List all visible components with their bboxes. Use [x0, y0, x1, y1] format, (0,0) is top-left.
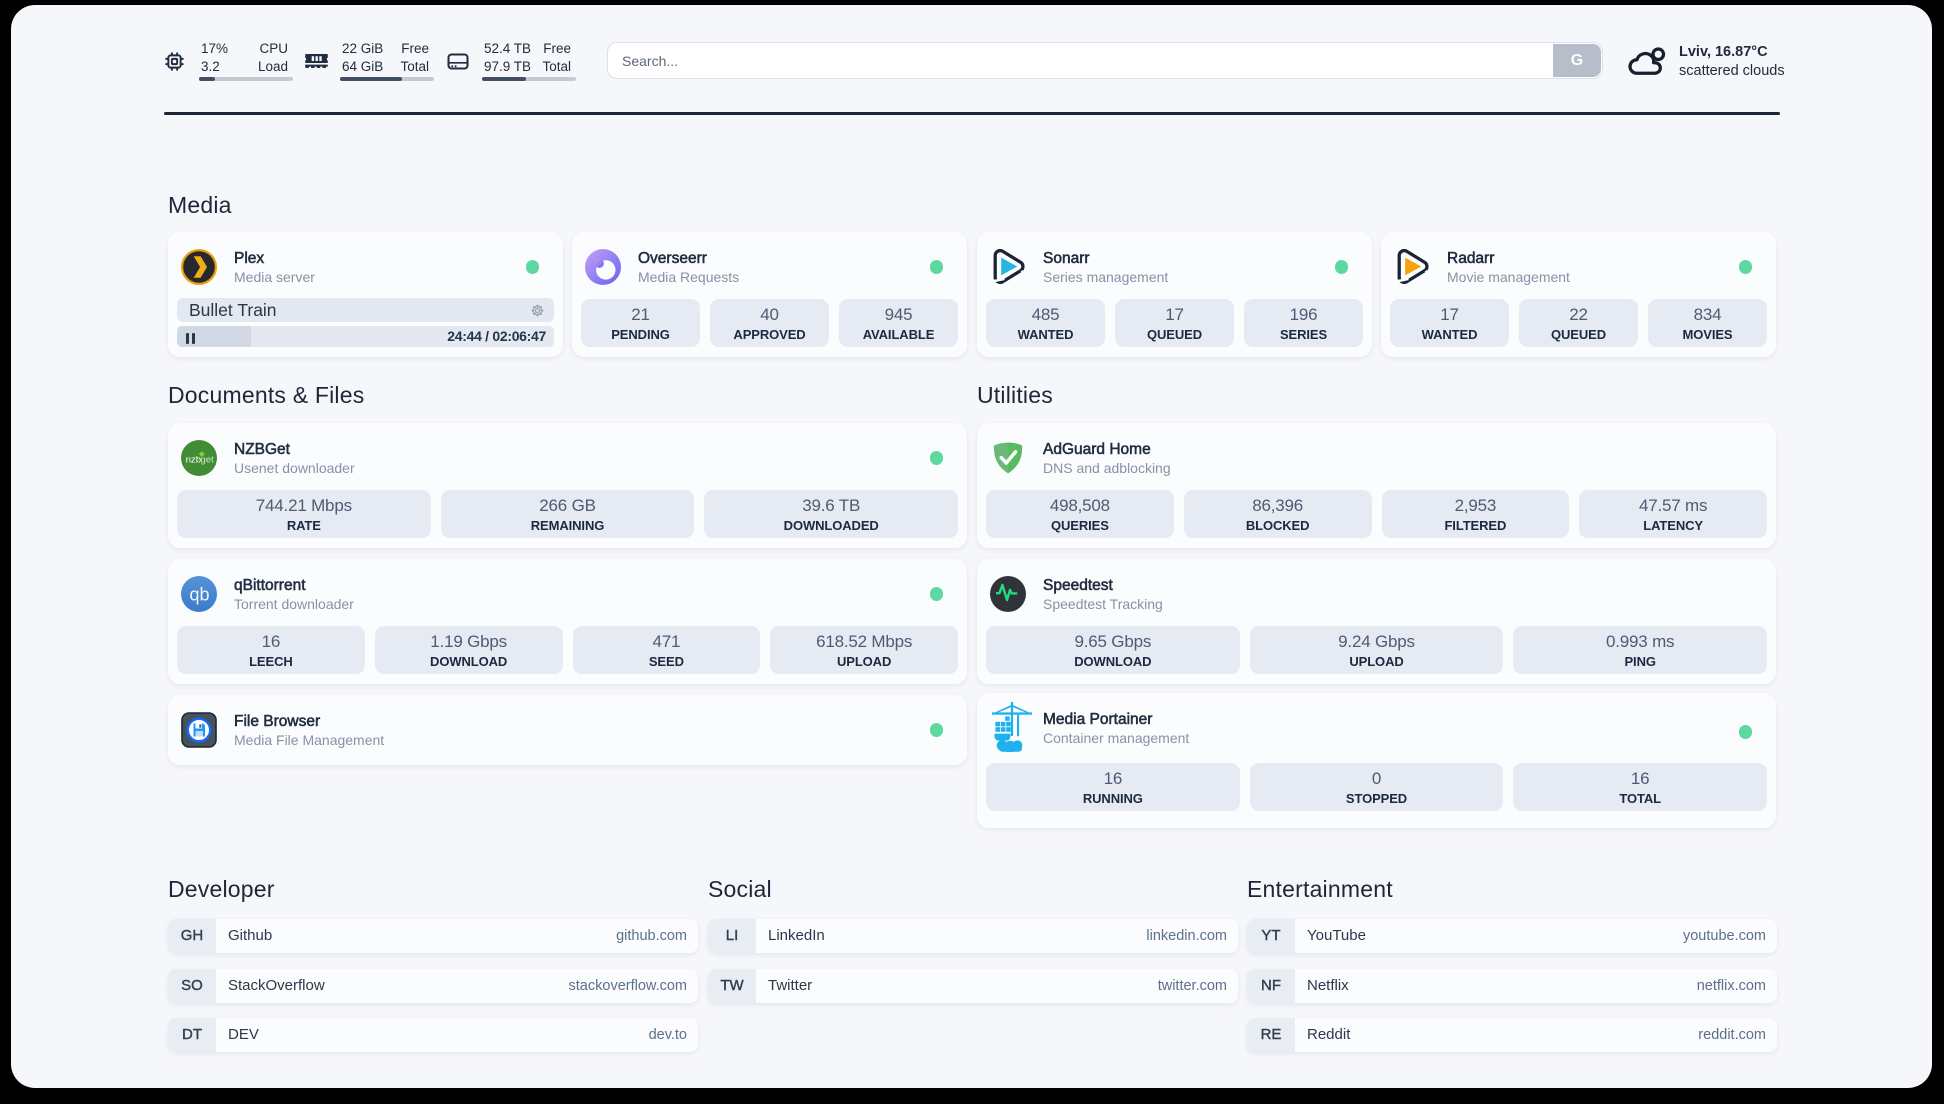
svg-text:qb: qb — [189, 585, 209, 605]
svg-text:nzb: nzb — [186, 454, 201, 465]
svg-text:get: get — [200, 454, 214, 465]
